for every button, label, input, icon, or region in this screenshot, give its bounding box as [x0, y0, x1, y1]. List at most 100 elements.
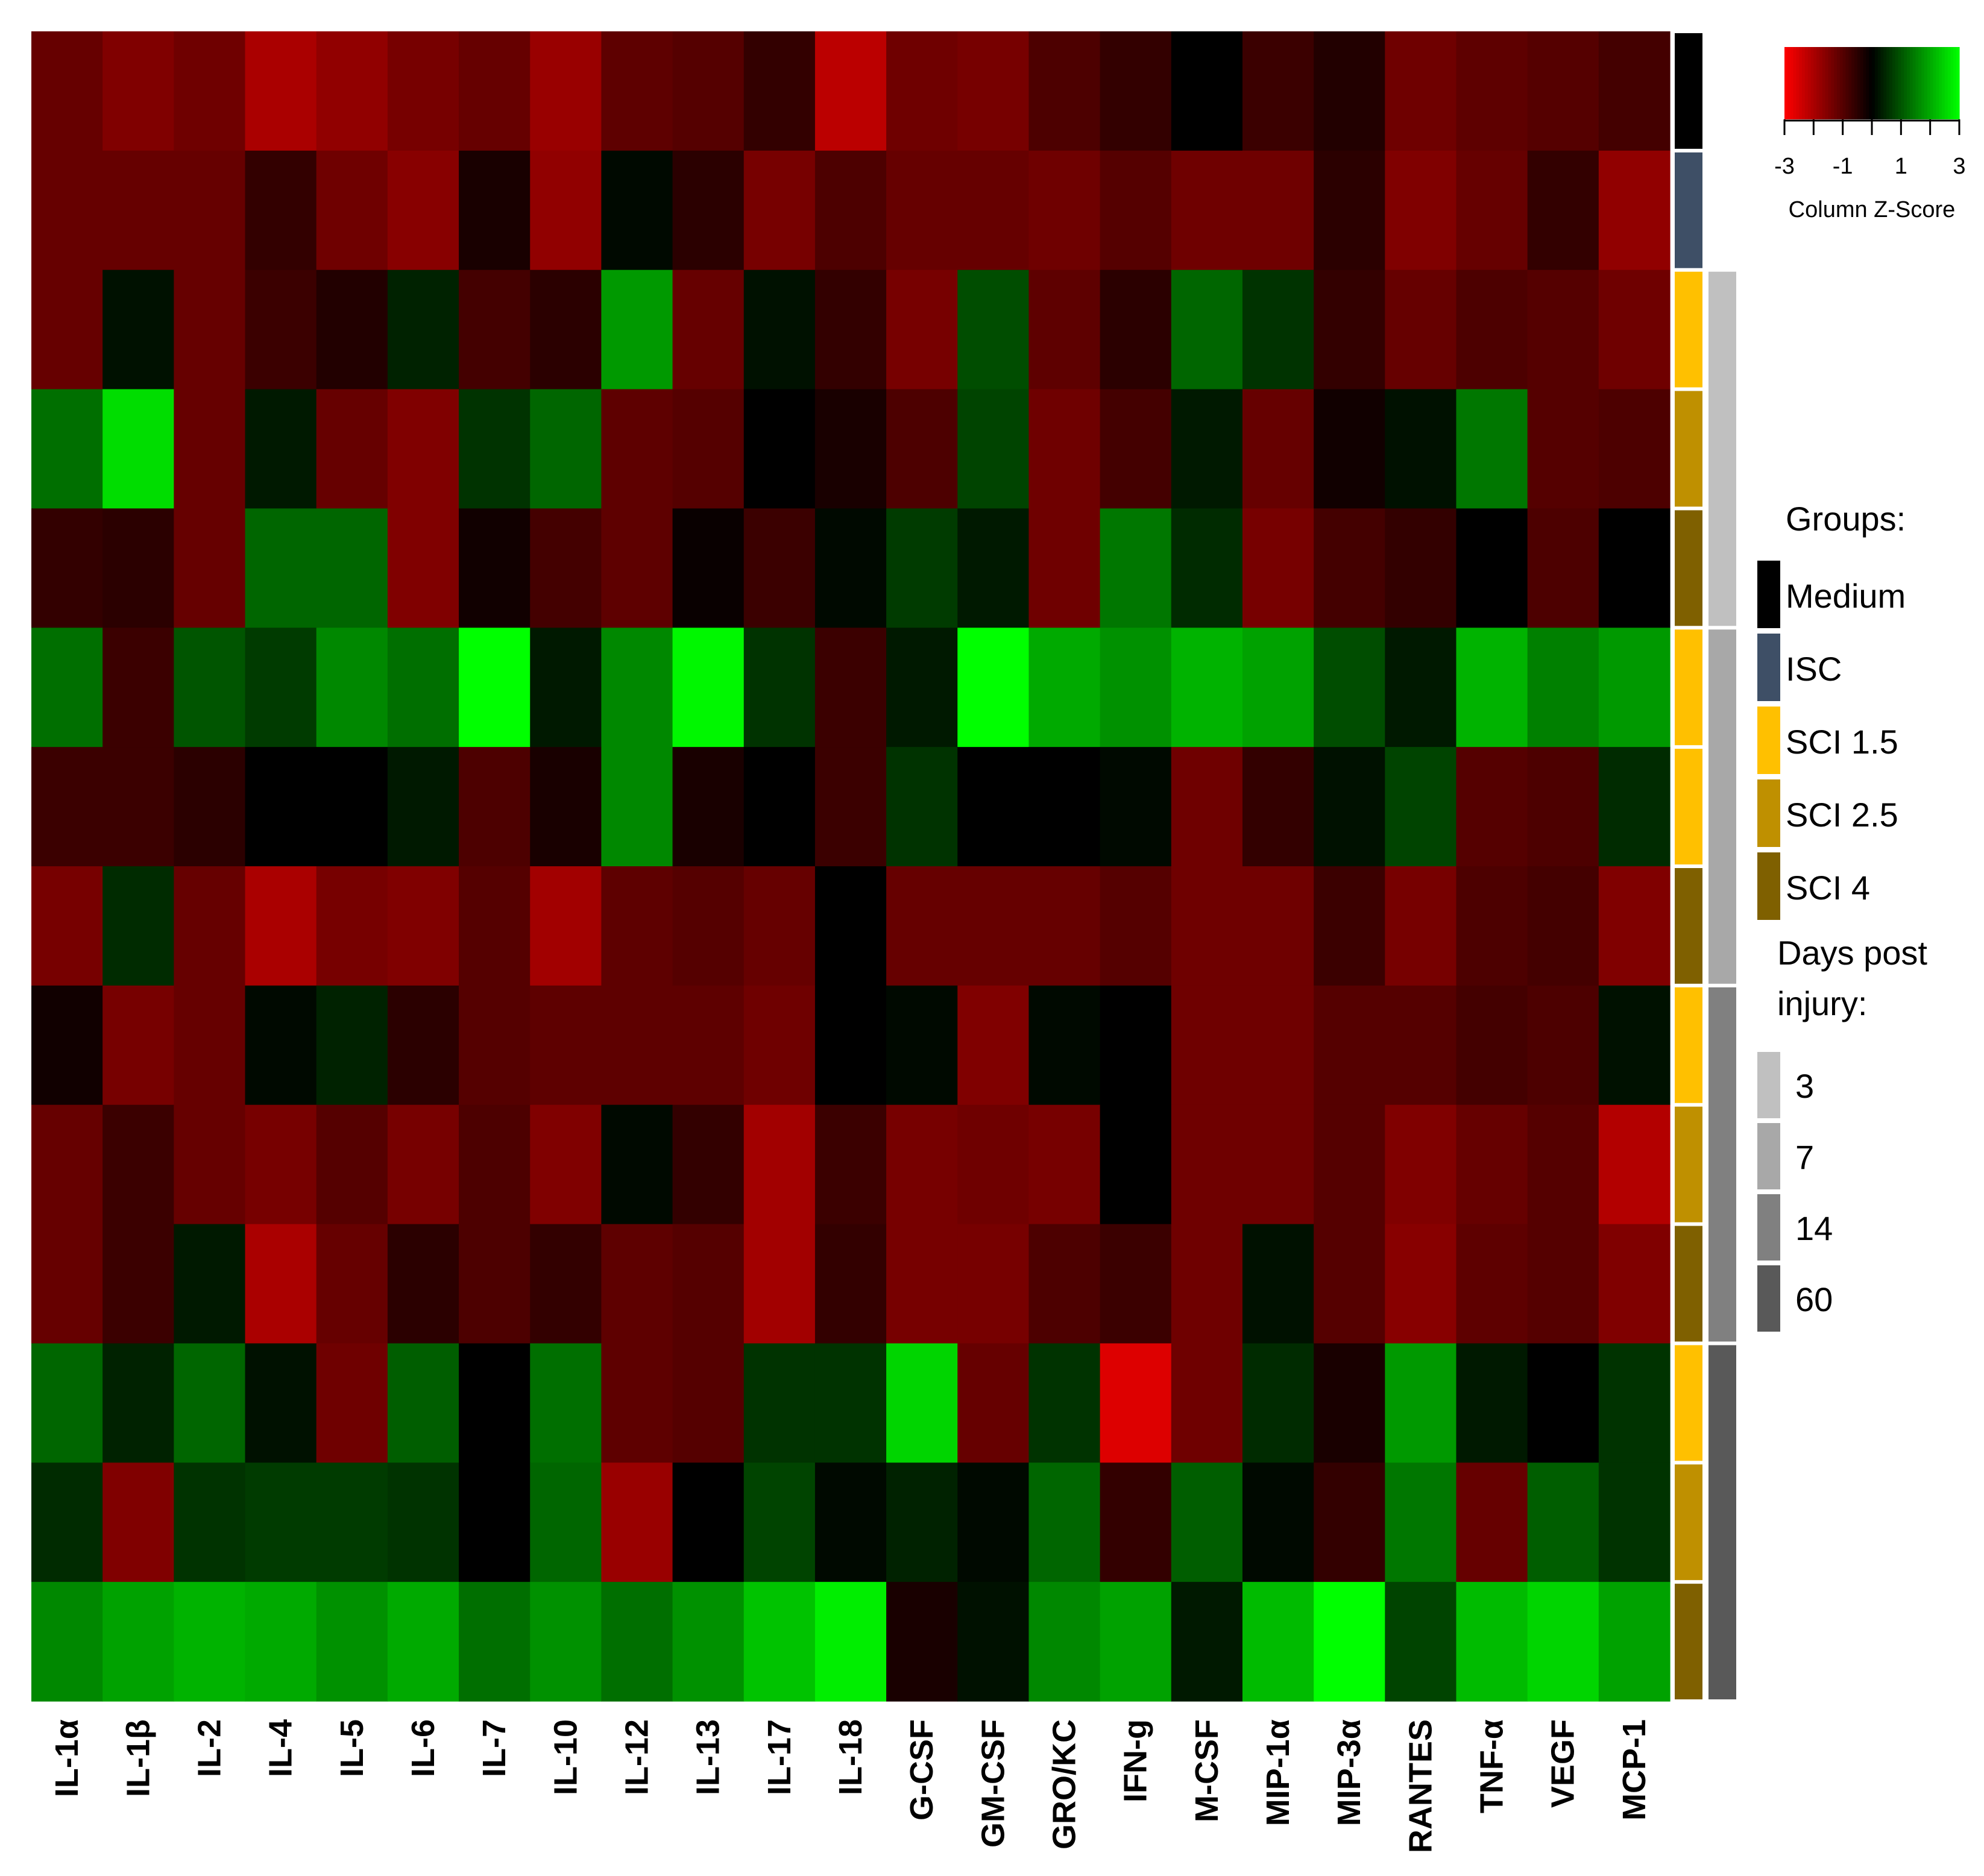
heatmap-cell-r10-grokc [1028, 1104, 1101, 1225]
color-scale-step [1804, 47, 1809, 119]
heatmap-cell-r14-ifng [1100, 1582, 1172, 1702]
heatmap-cell-r5-il12 [601, 508, 673, 628]
heatmap-cell-r12-mcp1 [1598, 1343, 1671, 1463]
column-label: IL-5 [334, 1719, 370, 1777]
heatmap-cell-r8-il5 [316, 866, 388, 986]
column-label: IL-18 [833, 1719, 869, 1795]
color-scale-step [1936, 47, 1939, 119]
heatmap-cell-r5-vegf [1527, 508, 1599, 628]
heatmap-cell-r10-il18 [814, 1104, 887, 1225]
heatmap-cell-r7-il5 [316, 747, 388, 867]
heatmap-cell-r12-mip3 [1314, 1343, 1385, 1463]
column-label: M-CSF [1189, 1719, 1225, 1822]
heatmap-cell-r6-ifng [1100, 628, 1172, 748]
heatmap-cell-r14-il1 [102, 1582, 174, 1702]
heatmap-cell-r6-il10 [530, 628, 602, 748]
heatmap-cell-r9-rantes [1385, 985, 1457, 1106]
heatmap-cell-r3-il17 [743, 269, 816, 390]
heatmap-cell-r10-gmcsf [957, 1104, 1030, 1225]
color-scale-step [1886, 47, 1890, 119]
heatmap-cell-r8-gmcsf [957, 866, 1030, 986]
heatmap-cell-r9-ifng [1100, 985, 1172, 1106]
heatmap-cell-r6-mip3 [1314, 628, 1385, 748]
heatmap-cell-r14-mip3 [1314, 1582, 1385, 1702]
column-labels: IL-1α IL-1β IL-2 IL-4 IL-5 IL-6 IL-7 IL-10 IL-12… [49, 1719, 1652, 1853]
heatmap-cell-r3-il1 [31, 269, 103, 390]
heatmap-cell-r10-il10 [530, 1104, 602, 1225]
heatmap-cell-r14-vegf [1527, 1582, 1599, 1702]
heatmap-cell-r1-mcsf [1171, 31, 1243, 151]
heatmap-cell-r1-il7 [459, 31, 531, 151]
heatmap-cell-r12-vegf [1527, 1343, 1599, 1463]
heatmap-cell-r13-il2 [174, 1462, 246, 1582]
heatmap-cell-r1-il5 [316, 31, 388, 151]
heatmap-cell-r8-mcsf [1171, 866, 1243, 986]
color-scale-step [1860, 47, 1864, 119]
day-annotation-bar [1708, 271, 1736, 1699]
day-bar-segment [1708, 987, 1736, 1342]
color-scale-step [1793, 47, 1797, 119]
heatmap-cell-r6-il4 [245, 628, 317, 748]
heatmap-cell-r5-il10 [530, 508, 602, 628]
group-bar-segment [1675, 33, 1702, 149]
heatmap-cell-r1-rantes [1385, 31, 1457, 151]
heatmap-cell-r2-ifng [1100, 150, 1172, 271]
heatmap-cell-r10-il6 [387, 1104, 459, 1225]
heatmap-cell-r3-il6 [387, 269, 459, 390]
heatmap-cell-r6-tnf [1456, 628, 1528, 748]
group-bar-segment [1675, 391, 1702, 507]
color-scale-legend: -3 -1 1 3 Column Z-Score [1774, 47, 1966, 222]
heatmap-cell-r11-il7 [459, 1224, 531, 1344]
heatmap-cell-r8-il12 [601, 866, 673, 986]
heatmap-cell-r9-il2 [174, 985, 246, 1106]
heatmap-cell-r6-gmcsf [957, 628, 1030, 748]
heatmap-cell-r14-il1 [31, 1582, 103, 1702]
heatmap-cell-r11-mcp1 [1598, 1224, 1671, 1344]
heatmap-cell-r11-il10 [530, 1224, 602, 1344]
heatmap-cells [31, 31, 1671, 1702]
column-label: IL-1β [120, 1719, 156, 1797]
color-scale-step [1889, 47, 1893, 119]
heatmap-cell-r4-il1 [31, 389, 103, 509]
heatmap-cell-r3-il1 [102, 269, 174, 390]
heatmap-cell-r9-il10 [530, 985, 602, 1106]
heatmap-cell-r9-grokc [1028, 985, 1101, 1106]
group-bar-segment [1675, 629, 1702, 746]
column-label: MIP-3α [1331, 1719, 1367, 1826]
color-scale-step [1944, 47, 1948, 119]
color-scale-step [1909, 47, 1913, 119]
heatmap-cell-r13-il1 [102, 1462, 174, 1582]
heatmap-cell-r12-ifng [1100, 1343, 1172, 1463]
heatmap-cell-r9-il18 [814, 985, 887, 1106]
heatmap-cell-r8-tnf [1456, 866, 1528, 986]
color-scale-tick-label: -1 [1833, 154, 1853, 179]
heatmap-cell-r8-ifng [1100, 866, 1172, 986]
heatmap-cell-r3-gcsf [886, 269, 958, 390]
heatmap-cell-r13-mcsf [1171, 1462, 1243, 1582]
color-scale-tick-label: -3 [1774, 154, 1795, 179]
heatmap-cell-r9-il13 [672, 985, 745, 1106]
color-scale-step [1863, 47, 1866, 119]
group-bar-segment [1675, 1464, 1702, 1581]
column-label: RANTES [1402, 1719, 1438, 1853]
heatmap-cell-r12-il2 [174, 1343, 246, 1463]
heatmap-cell-r10-il5 [316, 1104, 388, 1225]
heatmap-cell-r4-gcsf [886, 389, 958, 509]
heatmap-cell-r14-mcp1 [1598, 1582, 1671, 1702]
heatmap-cell-r6-mip1 [1242, 628, 1314, 748]
color-scale-step [1825, 47, 1829, 119]
heatmap-cell-r10-mcsf [1171, 1104, 1243, 1225]
groups-legend-swatch [1757, 779, 1780, 847]
color-scale-step [1927, 47, 1931, 119]
color-scale-step [1816, 47, 1820, 119]
color-scale-step [1857, 47, 1861, 119]
group-bar-segment [1675, 510, 1702, 626]
heatmap-cell-r7-il2 [174, 747, 246, 867]
heatmap-cell-r12-il13 [672, 1343, 745, 1463]
heatmap-cell-r2-grokc [1028, 150, 1101, 271]
group-bar-segment [1675, 152, 1702, 268]
heatmap-cell-r5-il18 [814, 508, 887, 628]
heatmap-cell-r1-gcsf [886, 31, 958, 151]
heatmap-cell-r1-mip3 [1314, 31, 1385, 151]
heatmap-cell-r2-il17 [743, 150, 816, 271]
